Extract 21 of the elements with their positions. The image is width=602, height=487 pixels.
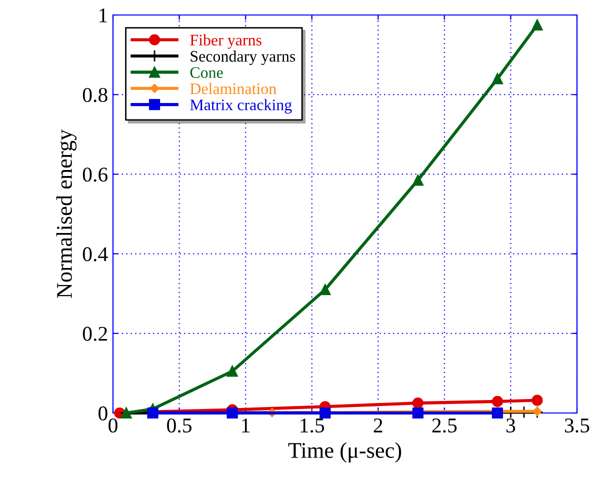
y-tick-label: 0.8 [82,88,108,102]
y-tick-label: 0.6 [82,168,108,182]
x-tick-label: 3 [506,418,516,433]
x-tick-label: 3.5 [564,418,590,433]
y-axis-title: Normalised energy [56,129,77,298]
y-tick-label: 0.4 [82,247,108,262]
legend-label: Secondary yarns [190,50,296,66]
x-tick-label: 0.5 [167,418,192,433]
legend-label: Delamination [190,82,276,94]
x-tick-label: 1.5 [300,418,324,433]
y-tick-label: 0.2 [82,326,107,341]
x-tick-label: 2.5 [432,418,457,433]
legend-label: Fiber yarns [190,34,262,49]
x-axis-title: Time (μ-sec) [288,442,402,462]
legend-label: Matrix cracking [190,99,292,114]
y-tick-label: 0 [98,406,108,420]
x-tick-label: 1 [242,418,250,432]
x-tick-label: 2 [374,418,382,432]
y-tick-label: 1 [100,8,107,22]
x-tick-label: 0 [108,418,118,433]
legend-label: Cone [190,67,223,78]
